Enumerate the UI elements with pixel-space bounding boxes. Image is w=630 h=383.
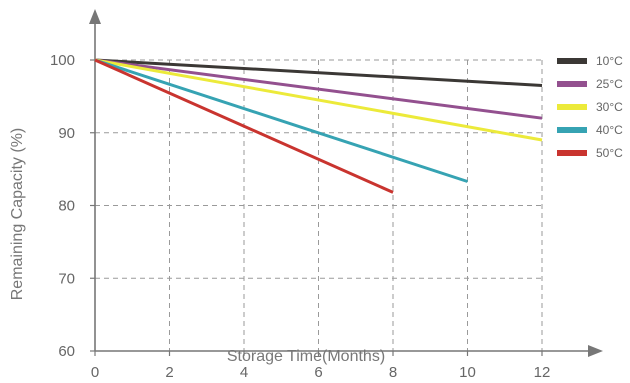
x-tick-label: 4: [240, 364, 248, 378]
x-axis-arrow-icon: [588, 345, 603, 357]
y-tick-label: 100: [50, 52, 75, 69]
legend: 10°C 25°C 30°C 40°C 50°C: [557, 54, 623, 160]
legend-label: 10°C: [596, 54, 623, 68]
x-tick-label: 12: [534, 364, 551, 378]
axes: [89, 9, 603, 357]
grid-lines: [95, 59, 543, 351]
tick-labels: 60 70 80 90 100 0 2 4 6 8 10 12: [50, 52, 551, 381]
y-axis-title: Remaining Capacity (%): [9, 128, 26, 301]
series-line: [94, 58, 543, 87]
x-tick-label: 2: [165, 364, 173, 378]
legend-label: 30°C: [596, 100, 623, 114]
legend-label: 25°C: [596, 77, 623, 91]
y-tick-label: 80: [58, 198, 75, 215]
legend-label: 40°C: [596, 123, 623, 137]
series-line: [94, 58, 543, 142]
y-tick-label: 60: [58, 343, 75, 360]
series-line: [94, 58, 468, 183]
y-tick-label: 70: [58, 270, 75, 287]
x-tick-label: 8: [389, 364, 397, 378]
x-tick-label: 10: [459, 364, 476, 378]
x-tick-label: 0: [91, 364, 99, 378]
x-axis-title: Storage Time(Months): [227, 348, 385, 365]
series-line: [94, 58, 543, 120]
x-tick-label: 6: [314, 364, 322, 378]
y-axis-arrow-icon: [89, 9, 101, 24]
series-lines: [94, 58, 543, 194]
series-line: [94, 58, 394, 194]
legend-label: 50°C: [596, 146, 623, 160]
y-tick-label: 90: [58, 125, 75, 142]
